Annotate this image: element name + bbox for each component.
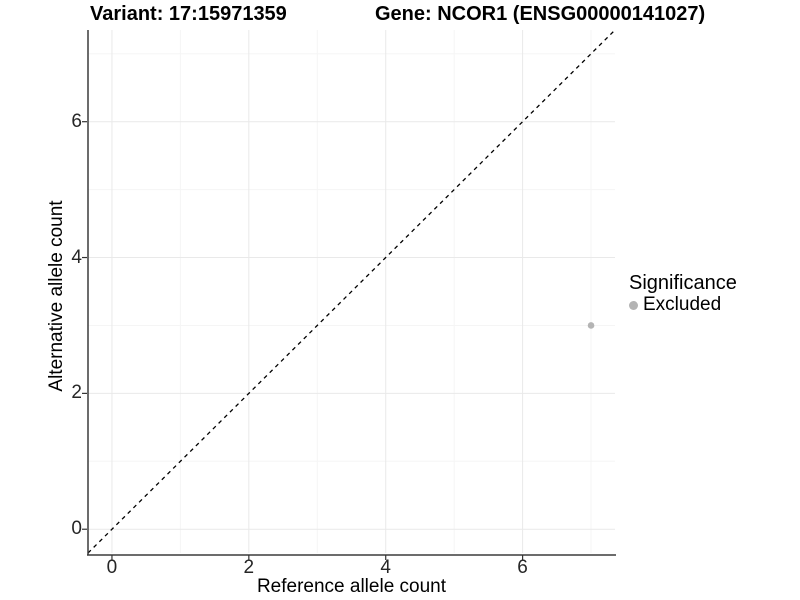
data-point [587,322,595,329]
legend-title: Significance [629,272,737,294]
y-tick-label: 6 [71,110,82,132]
x-tick-label: 0 [106,557,118,578]
y-axis-title: Alternative allele count [46,200,67,392]
plot-title-gene: Gene: NCOR1 (ENSG00000141027) [375,3,706,25]
y-tick-label: 0 [71,518,82,540]
y-tick-label: 4 [71,246,82,268]
x-tick-label: 2 [243,557,255,578]
x-axis-title: Reference allele count [256,576,447,597]
plot-title-variant: Variant: 17:15971359 [90,3,287,25]
legend-item-label: Excluded [643,294,722,315]
x-tick-label: 4 [380,557,392,578]
identity-line [87,29,616,554]
legend: Significance Excluded [629,272,737,315]
legend-item-excluded: Excluded [629,295,737,315]
y-tick-label: 2 [71,382,82,404]
x-tick-label: 6 [517,557,528,578]
legend-key-dot [629,300,638,310]
